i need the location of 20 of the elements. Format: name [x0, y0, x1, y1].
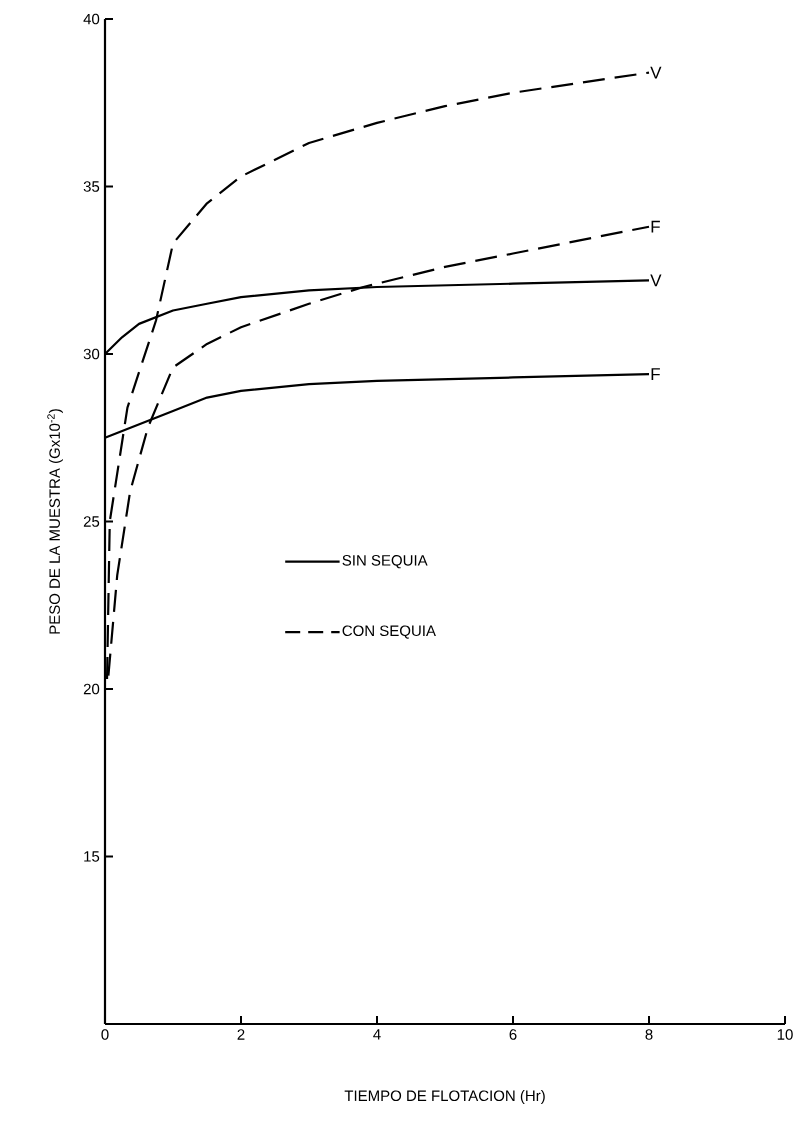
y-tick-label: 35	[83, 181, 100, 192]
x-tick-label: 4	[373, 1029, 381, 1040]
y-tick-label: 40	[83, 13, 100, 25]
x-tick-label: 8	[645, 1029, 653, 1040]
series-label: V	[650, 274, 662, 287]
x-tick-label: 2	[237, 1029, 245, 1040]
y-tick-label: 30	[83, 348, 100, 360]
series-label: V	[650, 66, 662, 79]
x-axis-title: TIEMPO DE FLOTACION (Hr)	[344, 1090, 545, 1104]
annotation: CON SEQUIA	[342, 625, 436, 639]
series-label: F	[651, 220, 660, 233]
x-tick-label: 6	[509, 1029, 517, 1040]
series-label: F	[651, 368, 660, 380]
y-tick-label: 25	[83, 516, 100, 527]
y-tick-label: 20	[83, 683, 100, 695]
y-tick-label: 15	[84, 851, 100, 862]
x-tick-label: 10	[777, 1029, 793, 1040]
x-tick-label: 0	[101, 1029, 109, 1040]
annotation: SIN SEQUIA	[342, 555, 428, 569]
y-axis-title: PESO DE LA MUESTRA (Gx10$^{-2}$)	[47, 409, 63, 634]
